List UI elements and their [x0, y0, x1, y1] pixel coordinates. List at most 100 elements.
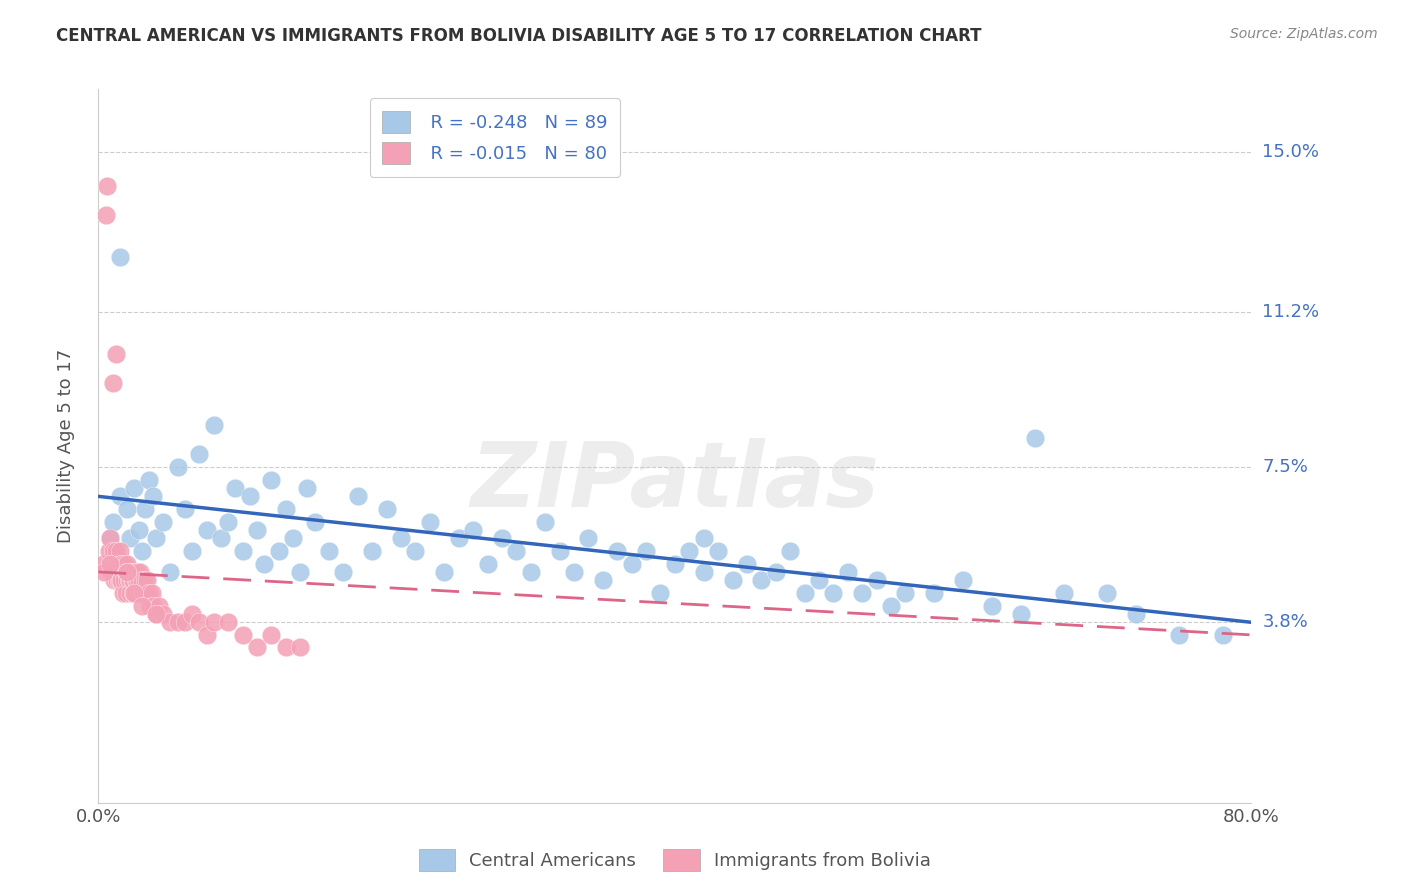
Point [447, 532, 470, 546]
Point [253, 557, 276, 571]
Point [120, 586, 142, 600]
Point [120, 532, 142, 546]
Point [125, 586, 148, 600]
Point [606, 544, 628, 558]
Point [217, 515, 239, 529]
Point [693, 565, 716, 579]
Point [290, 640, 312, 655]
Point [1053, 586, 1076, 600]
Point [114, 565, 136, 579]
Point [100, 565, 122, 579]
Point [159, 615, 181, 630]
Point [461, 523, 484, 537]
Point [112, 557, 135, 571]
Point [202, 615, 225, 630]
Point [1168, 628, 1191, 642]
Point [636, 544, 658, 558]
Point [195, 523, 218, 537]
Point [127, 565, 149, 579]
Point [650, 586, 672, 600]
Point [880, 599, 903, 613]
Point [124, 481, 146, 495]
Point [117, 565, 138, 579]
Point [135, 586, 157, 600]
Point [952, 574, 974, 588]
Point [107, 574, 129, 588]
Point [138, 586, 160, 600]
Text: 3.8%: 3.8% [1263, 614, 1308, 632]
Point [93, 565, 115, 579]
Point [851, 586, 873, 600]
Point [104, 557, 127, 571]
Point [110, 557, 132, 571]
Point [121, 565, 143, 579]
Point [131, 599, 153, 613]
Point [159, 565, 181, 579]
Legend:   R = -0.248   N = 89,   R = -0.015   N = 80: R = -0.248 N = 89, R = -0.015 N = 80 [370, 98, 620, 177]
Point [246, 523, 269, 537]
Point [122, 586, 145, 600]
Point [110, 574, 132, 588]
Point [195, 628, 218, 642]
Point [142, 599, 165, 613]
Point [765, 565, 787, 579]
Point [117, 574, 138, 588]
Point [98, 557, 121, 571]
Point [290, 565, 312, 579]
Point [128, 574, 150, 588]
Point [101, 565, 124, 579]
Point [281, 532, 304, 546]
Point [678, 544, 700, 558]
Point [112, 574, 135, 588]
Point [138, 473, 160, 487]
Point [231, 628, 254, 642]
Point [117, 557, 138, 571]
Point [114, 586, 136, 600]
Point [807, 574, 830, 588]
Text: 7.5%: 7.5% [1263, 458, 1309, 476]
Point [117, 502, 138, 516]
Point [1212, 628, 1234, 642]
Point [419, 515, 441, 529]
Point [94, 208, 117, 222]
Point [1024, 431, 1046, 445]
Point [274, 502, 297, 516]
Point [118, 574, 141, 588]
Point [142, 489, 165, 503]
Point [124, 586, 146, 600]
Point [297, 481, 319, 495]
Point [707, 544, 730, 558]
Text: Source: ZipAtlas.com: Source: ZipAtlas.com [1230, 27, 1378, 41]
Point [134, 502, 156, 516]
Point [924, 586, 946, 600]
Point [124, 565, 146, 579]
Point [346, 489, 368, 503]
Point [166, 460, 188, 475]
Point [664, 557, 686, 571]
Y-axis label: Disability Age 5 to 17: Disability Age 5 to 17 [56, 349, 75, 543]
Point [98, 532, 121, 546]
Point [260, 628, 283, 642]
Point [433, 565, 456, 579]
Point [520, 565, 543, 579]
Point [129, 565, 152, 579]
Point [131, 574, 153, 588]
Point [389, 532, 412, 546]
Point [779, 544, 801, 558]
Point [174, 615, 197, 630]
Point [98, 532, 121, 546]
Point [103, 574, 125, 588]
Point [793, 586, 815, 600]
Point [108, 544, 131, 558]
Point [107, 557, 129, 571]
Point [128, 523, 150, 537]
Point [267, 544, 290, 558]
Point [865, 574, 889, 588]
Point [108, 250, 131, 264]
Point [124, 586, 146, 600]
Point [108, 489, 131, 503]
Point [104, 544, 127, 558]
Point [751, 574, 773, 588]
Point [981, 599, 1004, 613]
Point [304, 515, 326, 529]
